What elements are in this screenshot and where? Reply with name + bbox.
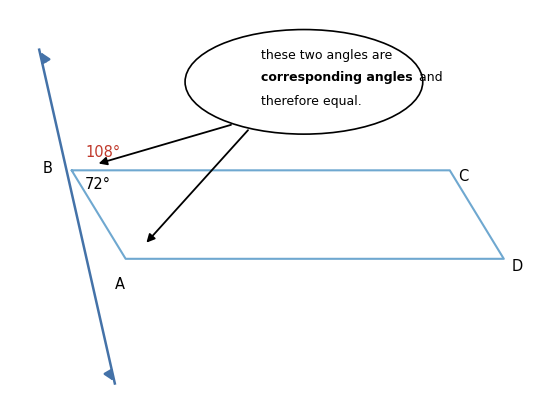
Text: therefore equal.: therefore equal.	[261, 95, 362, 108]
Text: corresponding angles: corresponding angles	[261, 71, 412, 84]
Text: 108°: 108°	[85, 145, 120, 160]
Text: and: and	[415, 71, 443, 84]
Ellipse shape	[185, 30, 423, 134]
Text: A: A	[115, 277, 125, 292]
Text: C: C	[458, 169, 468, 184]
Text: 72°: 72°	[85, 177, 111, 192]
Text: these two angles are: these two angles are	[261, 49, 392, 62]
Text: D: D	[512, 259, 523, 274]
Text: B: B	[43, 161, 53, 176]
